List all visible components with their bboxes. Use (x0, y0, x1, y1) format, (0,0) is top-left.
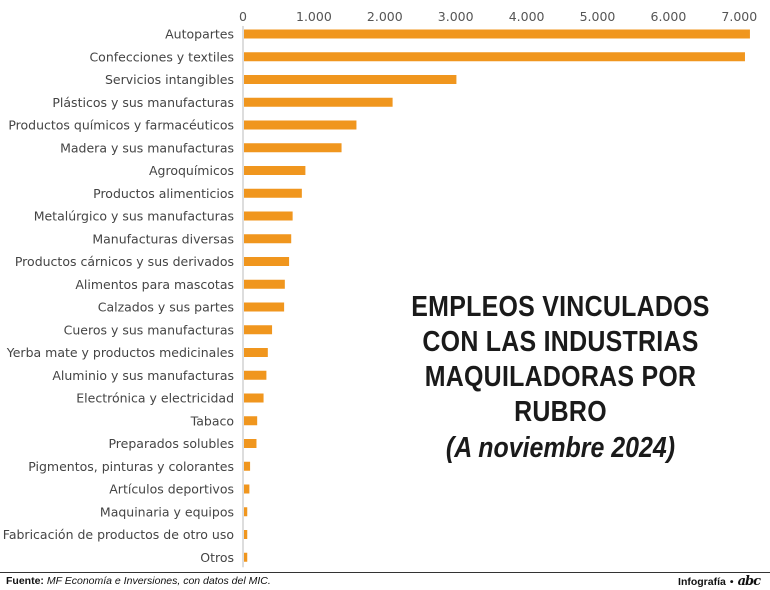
bar (244, 552, 248, 562)
bar (244, 211, 293, 221)
footer: Fuente: MF Economía e Inversiones, con d… (0, 572, 770, 590)
chart-subtitle: (A noviembre 2024) (445, 432, 676, 464)
bar (244, 257, 290, 266)
credit-separator: • (729, 575, 734, 588)
bar (244, 370, 267, 380)
category-label: Calzados y sus partes (98, 300, 234, 315)
category-label: Alimentos para mascotas (75, 277, 234, 292)
category-label: Fabricación de productos de otro uso (3, 527, 234, 542)
x-tick-label: 6.000 (651, 9, 687, 24)
x-tick-label: 5.000 (580, 9, 616, 24)
credit: Infografía • abc (678, 574, 761, 589)
category-label: Plásticos y sus manufacturas (52, 95, 234, 110)
category-label: Autopartes (165, 27, 234, 42)
category-label: Madera y sus manufacturas (60, 140, 234, 155)
bar (244, 348, 268, 357)
chart-title-line-1: EMPLEOS VINCULADOS (411, 291, 710, 323)
chart-title-line-2: CON LAS INDUSTRIAS (422, 326, 699, 358)
bar (244, 439, 257, 448)
category-label: Maquinaria y equipos (100, 504, 234, 519)
bar (244, 279, 285, 289)
bar (244, 52, 745, 62)
category-label: Productos cárnicos y sus derivados (15, 254, 234, 269)
chart-title-block: EMPLEOS VINCULADOS CON LAS INDUSTRIAS MA… (404, 290, 718, 466)
bar (244, 120, 357, 130)
category-label: Metalúrgico y sus manufacturas (34, 209, 234, 224)
bar (244, 29, 750, 39)
category-label: Otros (200, 550, 234, 565)
category-label: Servicios intangibles (105, 72, 234, 87)
x-tick-label: 0 (239, 9, 247, 24)
category-label: Artículos deportivos (109, 482, 234, 497)
source-text: MF Economía e Inversiones, con datos del… (46, 575, 271, 587)
category-label: Agroquímicos (149, 163, 234, 178)
bar (244, 97, 393, 107)
source-label: Fuente: (6, 575, 44, 587)
bar (244, 302, 285, 312)
bar (244, 461, 251, 471)
x-tick-label: 1.000 (296, 9, 332, 24)
bar (244, 416, 258, 426)
category-label: Pigmentos, pinturas y colorantes (28, 459, 234, 474)
source-note: Fuente: MF Economía e Inversiones, con d… (6, 575, 271, 587)
bar (244, 188, 302, 198)
category-label: Confecciones y textiles (89, 49, 234, 64)
category-label: Tabaco (190, 413, 234, 428)
category-label: Productos alimenticios (93, 186, 234, 201)
category-label: Aluminio y sus manufacturas (52, 368, 234, 383)
category-label: Manufacturas diversas (92, 231, 234, 246)
bar (244, 325, 273, 335)
bars (244, 29, 750, 562)
bar (244, 143, 342, 153)
bar (244, 484, 250, 494)
category-label: Electrónica y electricidad (76, 391, 234, 406)
bar (244, 530, 248, 539)
bar (244, 75, 457, 84)
chart-title-line-3: MAQUILADORAS POR RUBRO (424, 361, 697, 428)
x-tick-label: 7.000 (721, 9, 757, 24)
x-tick-label: 3.000 (438, 9, 474, 24)
bar (244, 393, 264, 403)
x-tick-label: 2.000 (367, 9, 403, 24)
category-labels: Autopartes Confecciones y textiles Servici… (3, 27, 234, 565)
category-label: Preparados solubles (108, 436, 234, 451)
x-axis-ticks: 0 1.000 2.000 3.000 4.000 5.000 6.000 7.000 (239, 9, 757, 24)
bar (244, 234, 292, 244)
credit-text: Infografía (678, 575, 726, 588)
bar (244, 507, 248, 517)
category-label: Cueros y sus manufacturas (64, 322, 234, 337)
category-label: Productos químicos y farmacéuticos (8, 118, 234, 133)
category-label: Yerba mate y productos medicinales (6, 345, 234, 360)
x-tick-label: 4.000 (509, 9, 545, 24)
bar (244, 166, 306, 175)
abc-logo: abc (737, 574, 761, 589)
bar-chart: 0 1.000 2.000 3.000 4.000 5.000 6.000 7.000 Aut… (3, 9, 757, 568)
